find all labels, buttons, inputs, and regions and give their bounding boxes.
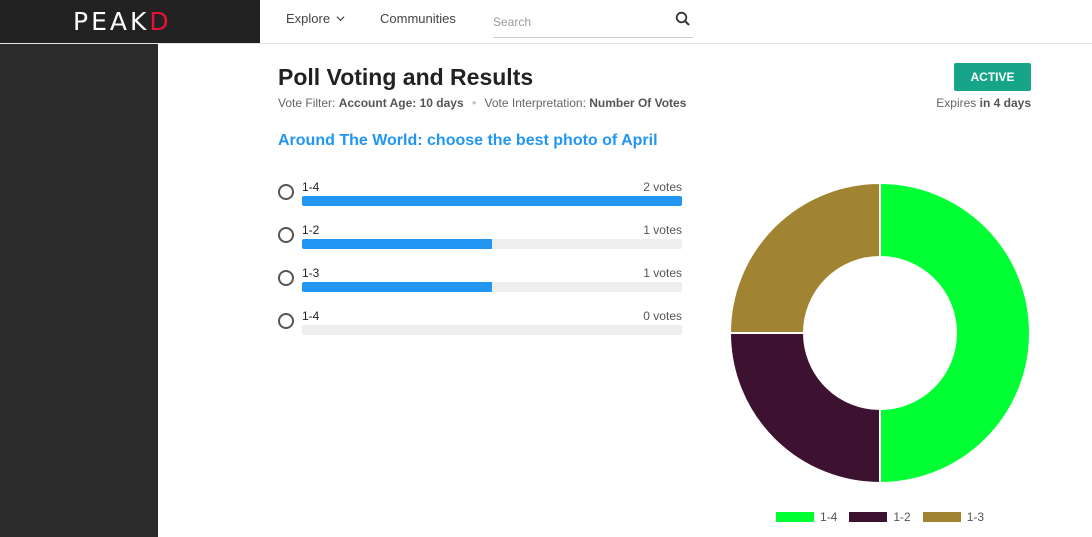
legend-item[interactable]: 1-4 [776,510,837,524]
legend-item[interactable]: 1-2 [849,510,911,524]
logo-area[interactable]: PEAKD [0,0,260,43]
legend-label: 1-2 [893,510,911,524]
nav-explore[interactable]: Explore [286,11,345,26]
option-label: 1-4 [302,180,320,194]
vote-filter-label: Vote Filter: [278,96,336,110]
legend-swatch [922,512,961,522]
poll-meta: Vote Filter: Account Age: 10 days • Vote… [278,96,686,110]
radio-button[interactable] [278,313,294,329]
vote-bar [302,282,682,292]
vote-bar-fill [302,239,492,249]
vote-bar-fill [302,196,682,206]
logo-text: PEAK [73,7,150,36]
legend-swatch [776,512,814,522]
option-votes: 2 votes [643,180,682,194]
donut-slice-1-2[interactable] [730,332,881,483]
vote-bar [302,239,682,249]
legend-swatch [849,512,888,522]
option-label: 1-2 [302,223,320,237]
option-votes: 1 votes [643,266,682,280]
poll-option[interactable]: 1-4 2 votes [278,178,682,221]
top-bar: PEAKD Explore Communities [0,0,1092,44]
expires-value: in 4 days [979,96,1031,110]
vote-interpretation-value: Number Of Votes [589,96,687,110]
search-box [493,8,693,38]
chart-legend: 1-4 1-2 1-3 [776,510,984,524]
option-label: 1-3 [302,266,320,280]
legend-label: 1-4 [820,510,838,524]
radio-button[interactable] [278,270,294,286]
search-input[interactable] [493,11,663,33]
peakd-logo[interactable]: PEAKD [73,7,172,36]
expires-text: Expires in 4 days [936,96,1031,110]
radio-button[interactable] [278,184,294,200]
vote-filter-value: Account Age: 10 days [338,96,464,110]
legend-label: 1-3 [966,510,985,524]
chevron-down-icon [336,16,345,22]
nav-explore-label: Explore [286,11,331,26]
poll-options: 1-4 2 votes 1-2 1 votes 1-3 1 votes 1-4 … [278,178,682,350]
nav-communities[interactable]: Communities [380,11,456,26]
search-icon[interactable] [675,11,691,27]
page-title: Poll Voting and Results [278,64,534,90]
poll-option[interactable]: 1-3 1 votes [278,264,682,307]
status-badge: ACTIVE [954,63,1031,91]
main-content: Poll Voting and Results Vote Filter: Acc… [158,44,1092,537]
results-donut-chart [730,183,1030,483]
vote-interpretation-label: Vote Interpretation: [484,96,586,110]
vote-bar [302,196,682,206]
donut-slice-1-3[interactable] [730,183,881,334]
logo-text-d: D [149,7,172,36]
poll-option[interactable]: 1-2 1 votes [278,221,682,264]
poll-option[interactable]: 1-4 0 votes [278,307,682,350]
radio-button[interactable] [278,227,294,243]
poll-question[interactable]: Around The World: choose the best photo … [278,132,658,149]
left-sidebar [0,44,158,537]
vote-bar [302,325,682,335]
vote-bar-fill [302,282,492,292]
legend-item[interactable]: 1-3 [922,510,985,524]
donut-slice-1-4[interactable] [879,183,1030,483]
option-label: 1-4 [302,309,320,323]
expires-prefix: Expires [936,96,977,110]
option-votes: 0 votes [643,309,682,323]
option-votes: 1 votes [643,223,682,237]
separator-dot: • [471,96,477,110]
